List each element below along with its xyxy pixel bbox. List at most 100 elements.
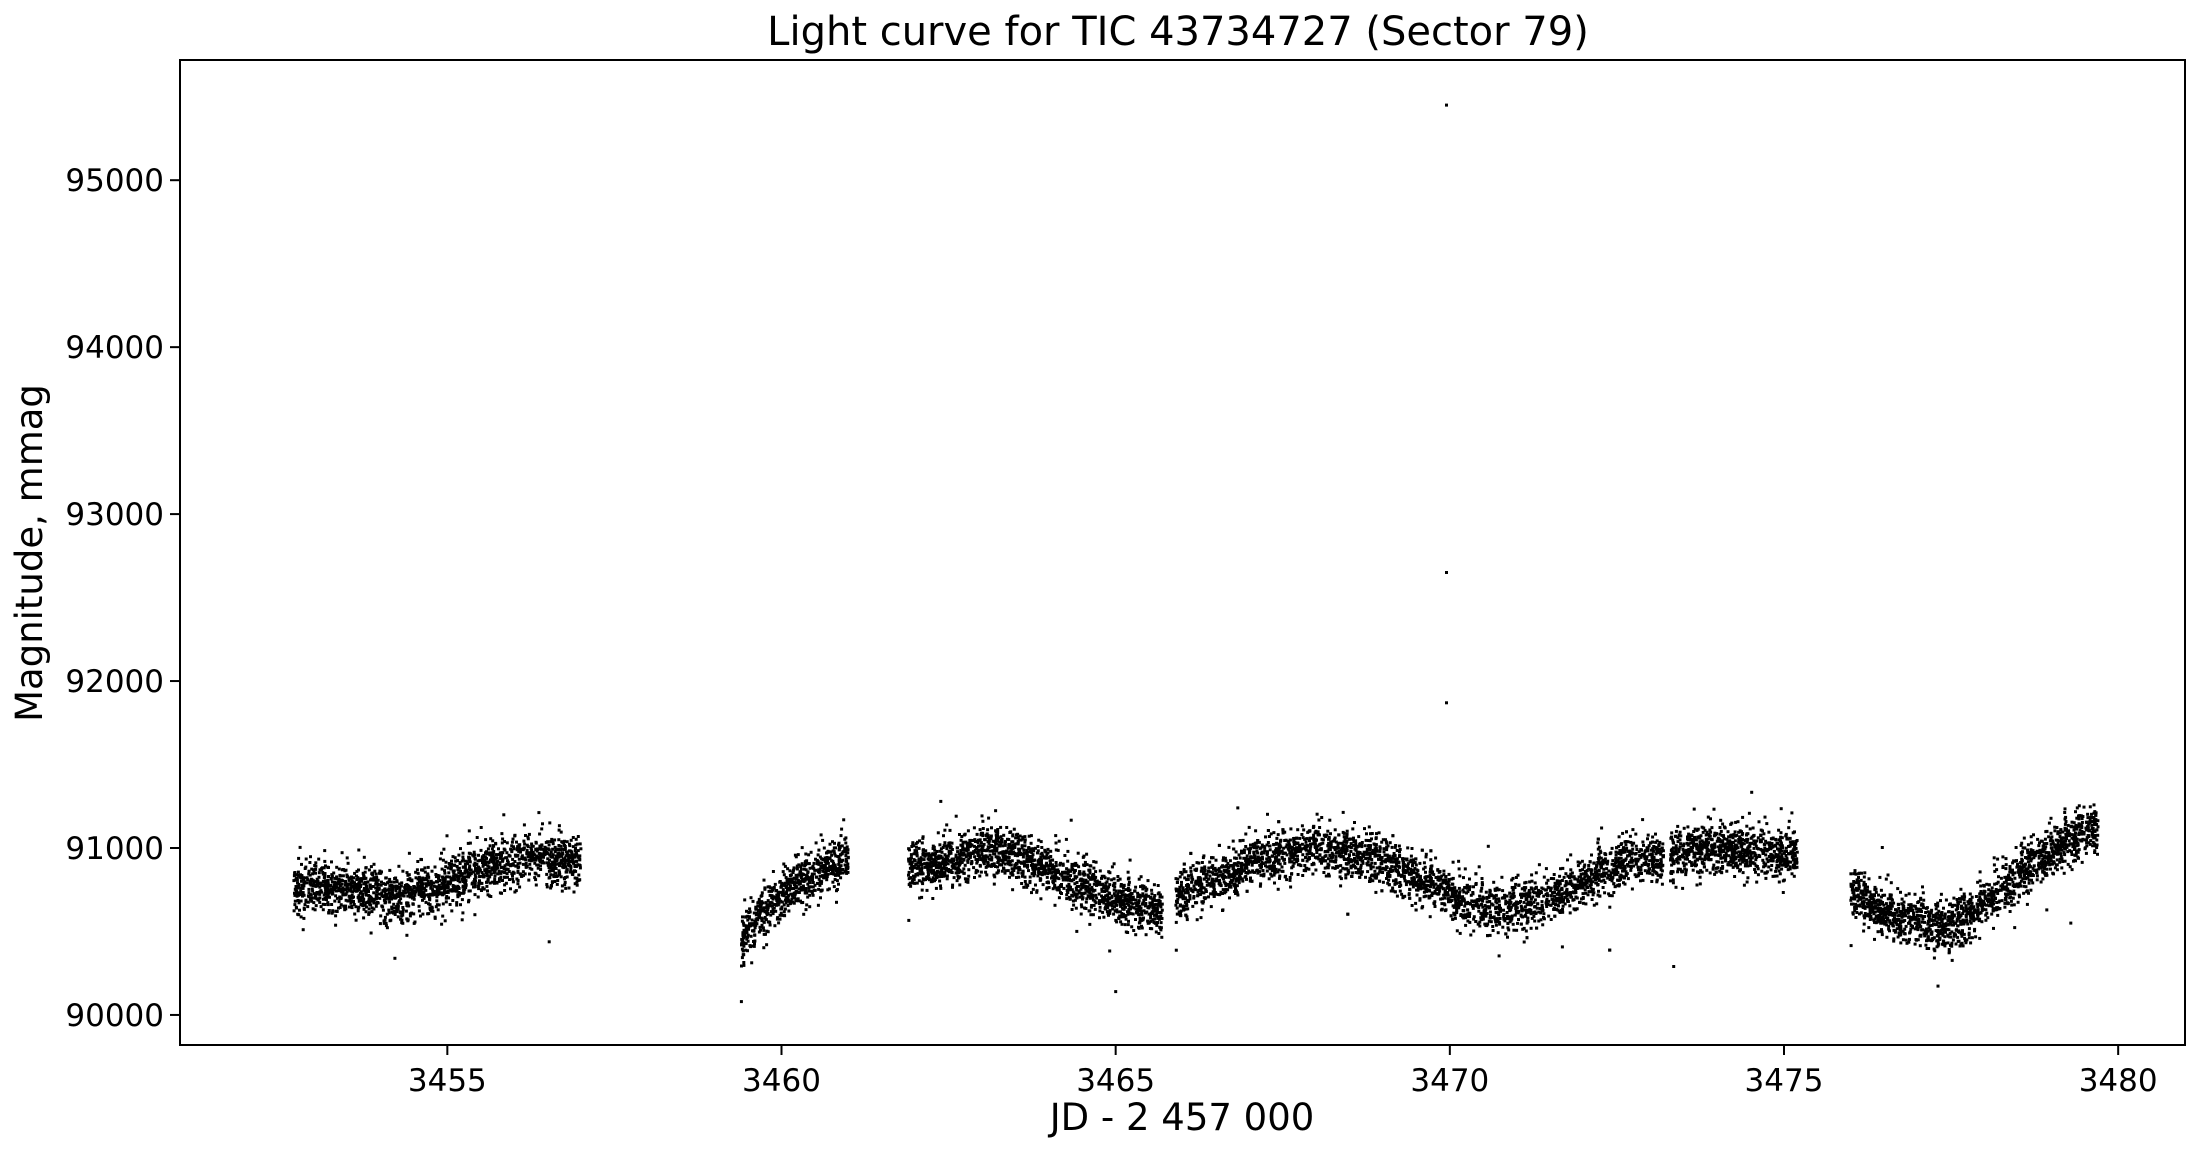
data-point xyxy=(498,863,502,867)
data-point xyxy=(557,869,561,873)
data-point xyxy=(548,821,552,825)
data-point xyxy=(1069,878,1073,882)
data-point xyxy=(545,883,549,886)
data-point xyxy=(1319,857,1323,861)
data-point xyxy=(443,869,446,873)
data-point xyxy=(813,883,817,887)
data-point xyxy=(538,832,542,836)
data-point xyxy=(981,854,985,858)
data-point xyxy=(790,878,794,882)
data-point xyxy=(317,857,321,861)
data-point xyxy=(434,873,438,876)
data-point xyxy=(1112,892,1116,896)
data-point xyxy=(827,887,831,891)
data-point xyxy=(1067,895,1071,899)
data-point xyxy=(546,857,550,861)
data-point xyxy=(540,847,543,851)
data-point xyxy=(547,848,551,852)
data-point xyxy=(1537,894,1541,898)
data-point xyxy=(816,853,820,857)
data-point xyxy=(393,910,397,914)
data-point xyxy=(954,855,958,859)
data-point xyxy=(421,882,425,886)
data-point xyxy=(1097,892,1101,896)
data-point xyxy=(1156,892,1160,896)
data-point xyxy=(1011,888,1015,892)
data-point xyxy=(1628,853,1631,857)
data-point xyxy=(1031,853,1035,857)
data-point xyxy=(493,879,497,883)
data-point xyxy=(362,897,366,901)
data-point xyxy=(448,888,452,892)
data-point xyxy=(387,880,391,884)
data-point xyxy=(1021,874,1024,878)
data-point xyxy=(966,859,970,863)
data-point xyxy=(977,848,980,852)
data-point xyxy=(387,897,391,901)
data-point xyxy=(435,895,439,899)
data-point xyxy=(1084,907,1088,910)
data-point xyxy=(527,858,531,862)
data-point xyxy=(1398,881,1402,884)
data-point xyxy=(967,868,971,872)
data-point xyxy=(846,851,850,855)
data-point xyxy=(1086,894,1090,898)
data-point xyxy=(408,914,412,918)
data-point xyxy=(558,848,562,852)
data-point xyxy=(949,868,953,872)
data-point xyxy=(757,908,760,912)
data-point xyxy=(344,883,347,887)
data-point xyxy=(466,841,470,845)
data-point xyxy=(999,851,1003,855)
data-point xyxy=(1053,879,1057,883)
data-point xyxy=(932,858,936,862)
data-point xyxy=(395,905,399,908)
data-point xyxy=(304,900,308,904)
data-point xyxy=(945,823,949,827)
data-point xyxy=(1089,913,1093,917)
data-point xyxy=(939,854,943,858)
data-point xyxy=(340,882,344,886)
data-point xyxy=(939,884,942,888)
data-point xyxy=(1481,917,1485,921)
data-point xyxy=(440,867,444,871)
data-point xyxy=(954,814,958,818)
data-point xyxy=(574,837,578,841)
data-point xyxy=(916,840,919,844)
data-point xyxy=(544,847,548,851)
data-point xyxy=(358,891,362,895)
data-point xyxy=(916,861,920,865)
data-point xyxy=(488,851,492,855)
data-point xyxy=(344,898,348,902)
data-point xyxy=(1002,850,1006,854)
data-point xyxy=(1092,872,1095,876)
data-point xyxy=(419,914,422,918)
data-point xyxy=(517,857,521,861)
data-point xyxy=(1160,908,1164,912)
data-point xyxy=(811,893,815,897)
data-point xyxy=(1053,885,1057,889)
data-point xyxy=(477,865,480,869)
data-point xyxy=(1036,851,1039,855)
data-point xyxy=(1329,832,1332,836)
data-point xyxy=(567,886,571,890)
data-point xyxy=(804,887,808,890)
data-point xyxy=(392,902,396,906)
data-point xyxy=(434,905,438,909)
data-point xyxy=(1116,892,1120,896)
data-point xyxy=(998,863,1002,867)
data-point xyxy=(495,881,499,884)
data-point xyxy=(799,886,803,890)
data-point xyxy=(435,903,439,907)
data-point xyxy=(1537,863,1541,867)
data-point xyxy=(417,892,421,896)
data-point xyxy=(914,872,918,876)
data-point xyxy=(1505,894,1509,898)
data-point xyxy=(308,861,312,864)
data-point xyxy=(1468,885,1472,889)
data-point xyxy=(773,882,777,886)
data-point xyxy=(563,858,567,862)
data-point xyxy=(1143,886,1147,890)
data-point xyxy=(982,862,986,866)
data-point xyxy=(467,867,471,871)
